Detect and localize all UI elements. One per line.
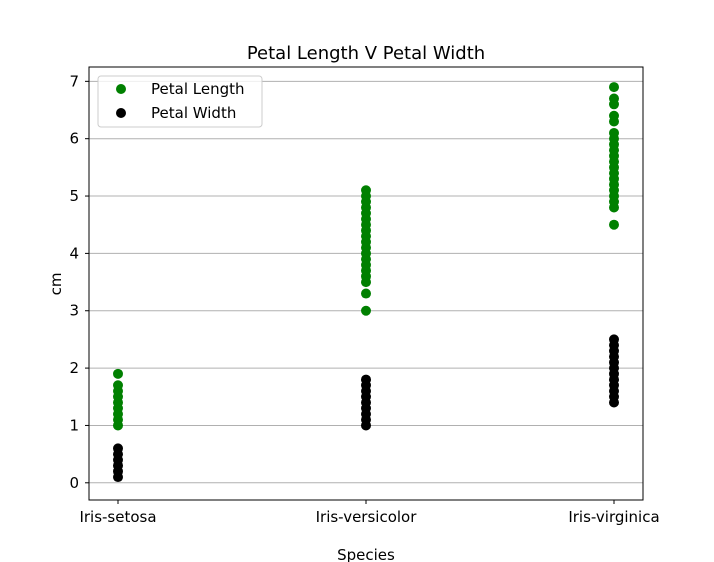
- data-point: [609, 82, 619, 93]
- ticks-layer: 0 1 2 3 4 5 6 7 Iris-setosa Iris-versicolor Iris-v…: [69, 72, 659, 526]
- points-layer: [113, 82, 619, 483]
- data-point: [609, 110, 619, 121]
- y-tick-label: 0: [69, 474, 79, 492]
- data-point: [361, 305, 371, 316]
- y-tick-label: 1: [69, 416, 79, 434]
- legend-box: [97, 75, 263, 128]
- y-tick-label: 5: [69, 187, 79, 205]
- data-point: [609, 127, 619, 138]
- x-tick-label: Iris-versicolor: [316, 508, 418, 526]
- legend-marker-petal-width: [116, 108, 126, 118]
- data-point: [609, 334, 619, 345]
- chart-title: Petal Length V Petal Width: [247, 43, 485, 64]
- data-point: [113, 380, 123, 391]
- legend: Petal Length Petal Width: [97, 75, 263, 128]
- data-point: [361, 288, 371, 299]
- y-tick-label: 6: [69, 130, 79, 148]
- data-point: [609, 219, 619, 230]
- x-axis-label: Species: [337, 546, 395, 562]
- data-point: [361, 374, 371, 385]
- x-tick-label: Iris-virginica: [568, 508, 659, 526]
- x-tick-label: Iris-setosa: [79, 508, 156, 526]
- legend-label-petal-width: Petal Width: [151, 104, 236, 122]
- legend-marker-petal-length: [116, 84, 126, 94]
- legend-label-petal-length: Petal Length: [151, 80, 245, 98]
- y-tick-label: 4: [69, 244, 79, 262]
- y-tick-label: 7: [69, 72, 79, 90]
- y-tick-label: 3: [69, 302, 79, 320]
- data-point: [113, 443, 123, 454]
- y-tick-label: 2: [69, 359, 79, 377]
- y-axis-label: cm: [47, 273, 65, 296]
- data-point: [361, 185, 371, 196]
- data-point: [609, 93, 619, 104]
- data-point: [113, 368, 123, 379]
